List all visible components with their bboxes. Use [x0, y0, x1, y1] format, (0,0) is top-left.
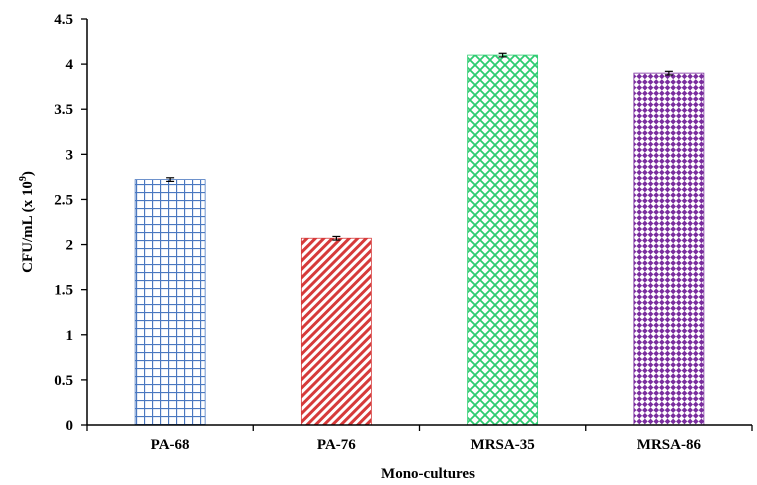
y-axis-title-close: ) — [20, 171, 36, 176]
error-bar-pa-76 — [332, 235, 341, 241]
bar-mrsa-35 — [467, 54, 539, 426]
bar-mrsa-86 — [633, 72, 705, 426]
y-tick-label: 1 — [66, 328, 74, 344]
x-tick-label: PA-68 — [151, 437, 190, 453]
error-bar-mrsa-35 — [498, 52, 507, 58]
x-tick-label: MRSA-86 — [637, 437, 702, 453]
y-tick-label: 2.5 — [54, 192, 73, 208]
y-ticks-layer: 0 0.5 1 1.5 2 2.5 3 3.5 4 4.5 — [54, 12, 87, 434]
error-bar-mrsa-86 — [664, 70, 673, 76]
y-tick-label: 0 — [66, 418, 74, 434]
error-bar-pa-68 — [166, 177, 175, 182]
bars-layer — [134, 54, 705, 426]
bar-pa-68 — [134, 179, 206, 426]
y-tick-label: 0.5 — [54, 373, 73, 389]
bar-pa-76 — [300, 237, 372, 426]
y-tick-label: 1.5 — [54, 283, 73, 299]
x-tick-label: PA-76 — [317, 437, 356, 453]
y-axis-title: CFU/mL (x 109) — [18, 171, 36, 273]
x-ticks-layer: PA-68 PA-76 MRSA-35 MRSA-86 — [86, 425, 753, 453]
error-bars-layer — [166, 52, 673, 241]
y-tick-label: 3.5 — [54, 102, 73, 118]
y-tick-label: 2 — [66, 238, 74, 254]
x-axis-title: Mono-cultures — [381, 466, 475, 482]
y-tick-label: 4.5 — [54, 12, 73, 28]
y-tick-label: 3 — [66, 147, 74, 163]
x-tick-label: MRSA-35 — [471, 437, 535, 453]
y-axis-title-main: CFU/mL (x 10 — [20, 181, 36, 273]
y-axis-title-superscript: 9 — [18, 176, 29, 181]
y-tick-label: 4 — [66, 57, 74, 73]
